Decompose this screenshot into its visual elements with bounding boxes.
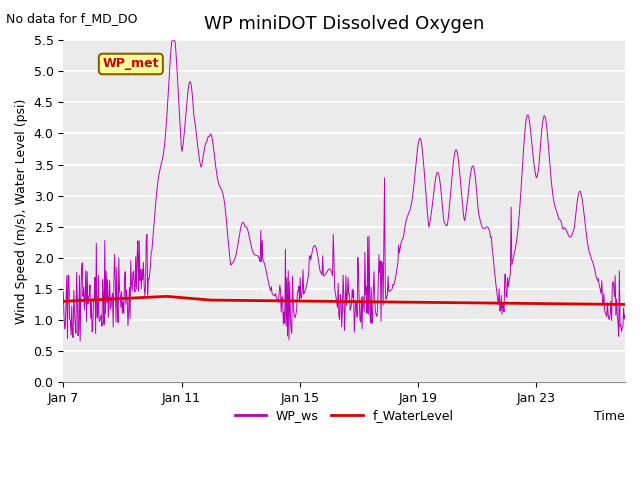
Title: WP miniDOT Dissolved Oxygen: WP miniDOT Dissolved Oxygen (204, 15, 484, 33)
Legend: WP_ws, f_WaterLevel: WP_ws, f_WaterLevel (230, 404, 459, 427)
Text: No data for f_MD_DO: No data for f_MD_DO (6, 12, 138, 25)
X-axis label: Time: Time (595, 410, 625, 423)
Text: WP_met: WP_met (102, 58, 159, 71)
Y-axis label: Wind Speed (m/s), Water Level (psi): Wind Speed (m/s), Water Level (psi) (15, 98, 28, 324)
